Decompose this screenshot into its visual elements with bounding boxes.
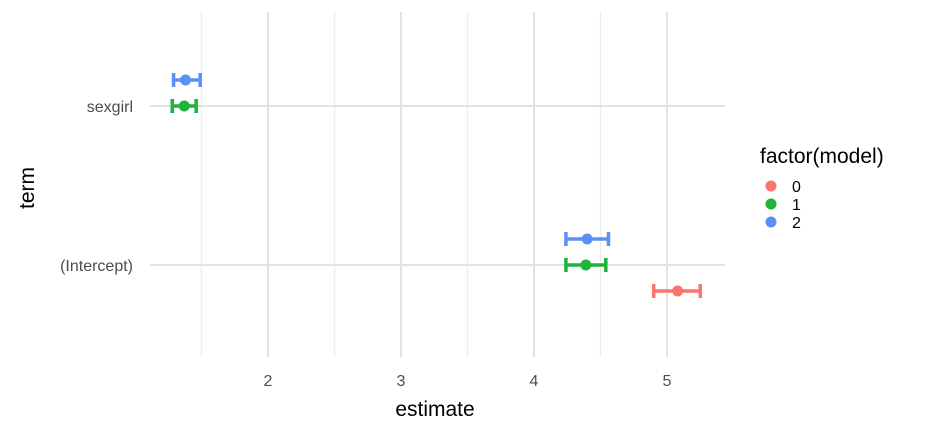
y-tick-label: (Intercept): [60, 258, 133, 275]
legend-items: 012: [765, 179, 801, 232]
legend-label-2: 2: [792, 215, 801, 232]
data-marks: [170, 73, 702, 298]
legend-key-2: [765, 216, 777, 228]
legend-key-0: [765, 180, 777, 192]
x-axis-title: estimate: [395, 398, 474, 421]
series-0: [651, 284, 702, 298]
x-tick-label: 3: [397, 373, 406, 390]
x-tick-label: 2: [264, 373, 273, 390]
y-axis-title: term: [16, 167, 39, 209]
legend-key-1: [765, 198, 777, 210]
point-estimate: [580, 259, 592, 271]
minor-gridlines: [200, 12, 602, 357]
y-tick-labels: (Intercept) sexgirl: [60, 99, 133, 275]
point-estimate: [581, 233, 593, 245]
point-estimate: [178, 100, 190, 112]
legend-title: factor(model): [760, 145, 884, 168]
series-2: [171, 73, 611, 246]
point-estimate: [672, 285, 684, 297]
legend-label-0: 0: [792, 179, 801, 196]
legend: factor(model) 012: [760, 145, 884, 232]
x-tick-label: 5: [663, 373, 672, 390]
series-1: [170, 99, 608, 272]
x-tick-label: 4: [530, 373, 539, 390]
major-gridlines: [150, 12, 725, 357]
legend-label-1: 1: [792, 197, 801, 214]
y-tick-label: sexgirl: [87, 99, 133, 116]
x-tick-labels: 2 3 4 5: [264, 373, 672, 390]
point-estimate: [180, 74, 192, 86]
